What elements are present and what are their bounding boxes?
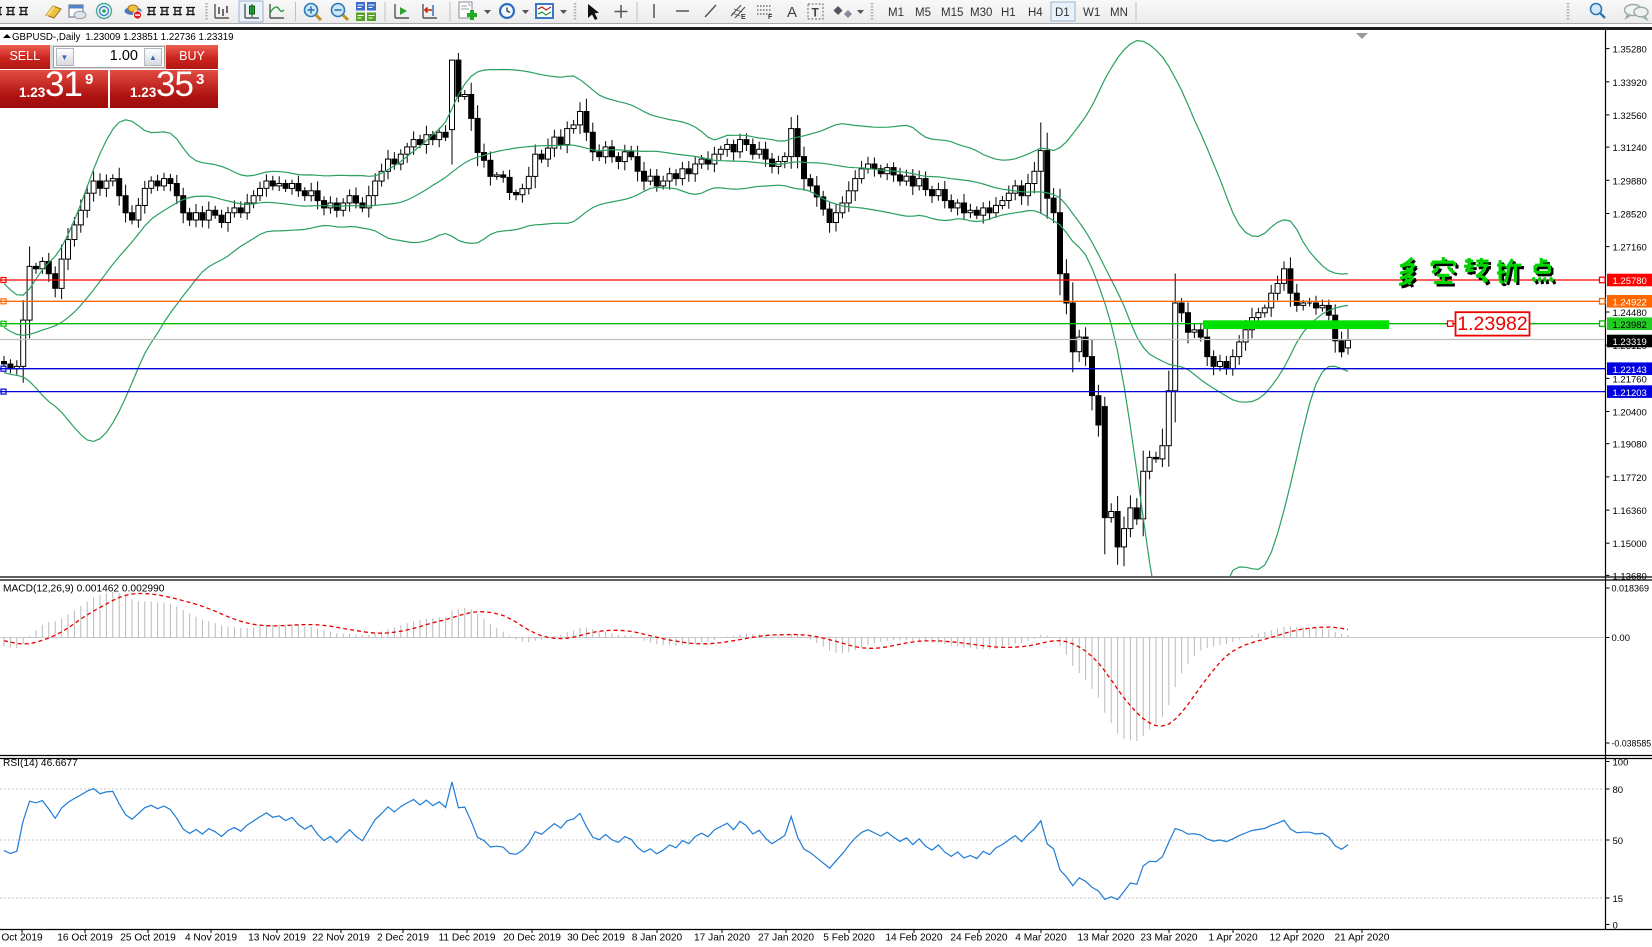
svg-text:1.13680: 1.13680 xyxy=(1613,571,1647,582)
svg-text:-0.038585: -0.038585 xyxy=(1612,739,1652,749)
svg-text:1.33920: 1.33920 xyxy=(1613,78,1647,89)
svg-text:27 Jan 2020: 27 Jan 2020 xyxy=(758,933,814,944)
svg-text:15: 15 xyxy=(1613,894,1624,905)
svg-text:80: 80 xyxy=(1613,785,1624,796)
svg-text:1.29880: 1.29880 xyxy=(1613,176,1647,187)
svg-text:RSI(14) 46.6677: RSI(14) 46.6677 xyxy=(3,758,78,769)
svg-text:50: 50 xyxy=(1613,836,1624,847)
svg-text:A: A xyxy=(787,4,797,21)
svg-text:17 Jan 2020: 17 Jan 2020 xyxy=(694,933,750,944)
svg-text:13 Nov 2019: 13 Nov 2019 xyxy=(248,933,306,944)
svg-text:23 Mar 2020: 23 Mar 2020 xyxy=(1140,933,1198,944)
svg-text:100: 100 xyxy=(1613,758,1629,769)
svg-text:W1: W1 xyxy=(1083,7,1100,19)
svg-text:E: E xyxy=(741,14,746,21)
svg-text:1.32560: 1.32560 xyxy=(1613,111,1647,122)
svg-text:1.27160: 1.27160 xyxy=(1613,243,1647,254)
svg-text:1.17720: 1.17720 xyxy=(1613,473,1647,484)
svg-text:1.24480: 1.24480 xyxy=(1613,308,1647,319)
svg-text:MACD(12,26,9) 0.001462 0.00299: MACD(12,26,9) 0.001462 0.002990 xyxy=(3,584,165,595)
svg-text:20 Dec 2019: 20 Dec 2019 xyxy=(503,933,561,944)
svg-text:1.24922: 1.24922 xyxy=(1613,298,1647,309)
svg-text:11 Dec 2019: 11 Dec 2019 xyxy=(438,933,495,944)
svg-text:1.23982: 1.23982 xyxy=(1457,313,1528,335)
svg-text:1.35280: 1.35280 xyxy=(1613,45,1647,56)
svg-text:0: 0 xyxy=(1613,921,1618,932)
svg-text:12 Apr 2020: 12 Apr 2020 xyxy=(1270,933,1325,944)
svg-text:2 Dec 2019: 2 Dec 2019 xyxy=(377,933,429,944)
svg-text:T: T xyxy=(812,6,820,20)
svg-text:H1: H1 xyxy=(1001,7,1016,19)
svg-text:30 Dec 2019: 30 Dec 2019 xyxy=(567,933,625,944)
svg-text:1.25780: 1.25780 xyxy=(1613,276,1647,287)
svg-text:16 Oct 2019: 16 Oct 2019 xyxy=(57,933,113,944)
svg-text:D1: D1 xyxy=(1055,7,1070,19)
svg-text:1.21760: 1.21760 xyxy=(1613,374,1647,385)
svg-text:1.16360: 1.16360 xyxy=(1613,506,1647,517)
svg-text:1.22143: 1.22143 xyxy=(1613,365,1647,376)
svg-text:1.31240: 1.31240 xyxy=(1613,143,1647,154)
svg-text:21 Apr 2020: 21 Apr 2020 xyxy=(1335,933,1390,944)
svg-text:M1: M1 xyxy=(888,7,904,19)
svg-text:Oct 2019: Oct 2019 xyxy=(1,933,43,944)
svg-text:H4: H4 xyxy=(1028,7,1043,19)
svg-text:0.018369: 0.018369 xyxy=(1612,584,1650,594)
svg-text:24 Feb 2020: 24 Feb 2020 xyxy=(950,933,1008,944)
svg-text:M5: M5 xyxy=(915,7,931,19)
svg-text:14 Feb 2020: 14 Feb 2020 xyxy=(885,933,943,944)
svg-text:22 Nov 2019: 22 Nov 2019 xyxy=(312,933,370,944)
svg-text:25 Oct 2019: 25 Oct 2019 xyxy=(120,933,176,944)
svg-text:1.21203: 1.21203 xyxy=(1613,388,1647,399)
svg-text:MN: MN xyxy=(1110,7,1128,19)
svg-text:1.20400: 1.20400 xyxy=(1613,408,1647,419)
svg-text:M15: M15 xyxy=(941,7,963,19)
svg-text:4 Mar 2020: 4 Mar 2020 xyxy=(1015,933,1067,944)
svg-text:4 Nov 2019: 4 Nov 2019 xyxy=(185,933,237,944)
svg-text:1 Apr 2020: 1 Apr 2020 xyxy=(1208,933,1258,944)
svg-text:0.00: 0.00 xyxy=(1612,633,1631,644)
svg-text:F: F xyxy=(768,14,773,21)
svg-text:8 Jan 2020: 8 Jan 2020 xyxy=(632,933,683,944)
svg-text:1.15000: 1.15000 xyxy=(1613,539,1647,550)
svg-text:13 Mar 2020: 13 Mar 2020 xyxy=(1077,933,1135,944)
svg-text:1.23982: 1.23982 xyxy=(1613,320,1647,331)
svg-text:5 Feb 2020: 5 Feb 2020 xyxy=(823,933,875,944)
svg-text:M30: M30 xyxy=(970,7,992,19)
svg-text:1.23319: 1.23319 xyxy=(1613,337,1647,348)
svg-text:1.28520: 1.28520 xyxy=(1613,210,1647,221)
svg-text:1.19080: 1.19080 xyxy=(1613,440,1647,451)
